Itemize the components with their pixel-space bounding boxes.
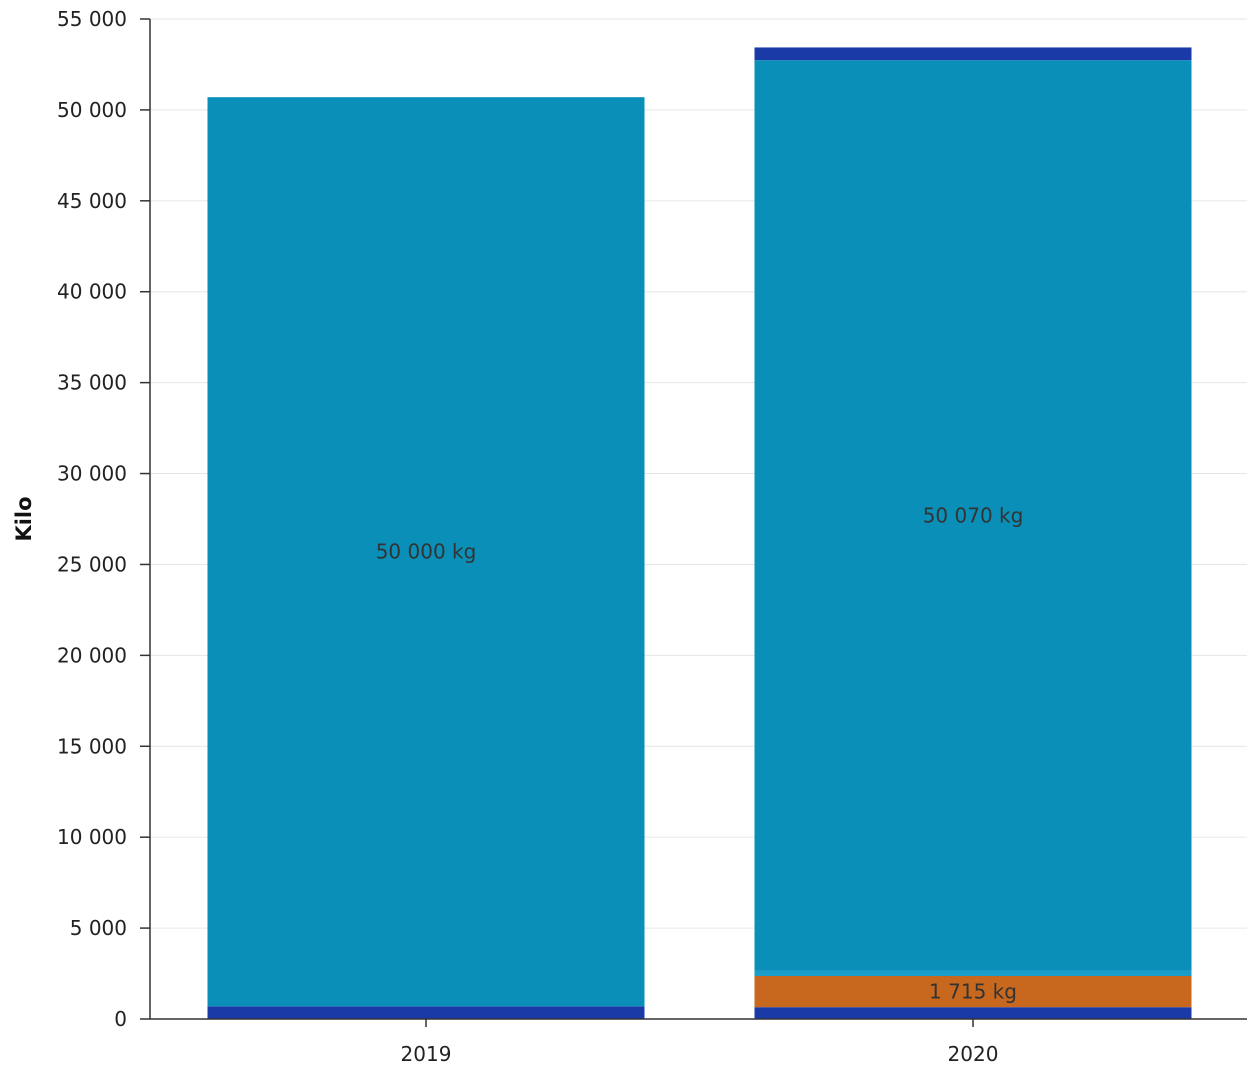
bars: [207, 47, 1192, 1019]
x-axis-ticks: 2019 2020: [401, 1019, 999, 1066]
y-tick-label: 25 000: [57, 552, 127, 576]
bar-segment-2020-0: [754, 1007, 1192, 1019]
y-tick-label: 45 000: [57, 189, 127, 213]
data-label-2019: 50 000 kg: [376, 540, 477, 564]
x-category-label: 2019: [401, 1042, 452, 1066]
y-tick-label: 30 000: [57, 462, 127, 486]
bar-segment-2019-3: [207, 97, 645, 1007]
y-tick-label: 20 000: [57, 643, 127, 667]
x-category-label: 2020: [948, 1042, 999, 1066]
y-tick-label: 40 000: [57, 280, 127, 304]
y-tick-label: 0: [114, 1007, 127, 1031]
data-labels: 50 000 kg 1 715 kg 50 070 kg: [376, 503, 1024, 1003]
bar-segment-2019-0: [207, 1006, 645, 1019]
y-tick-label: 50 000: [57, 98, 127, 122]
bar-segment-2020-2: [754, 970, 1192, 976]
data-label-2020: 50 070 kg: [923, 503, 1024, 527]
y-tick-label: 15 000: [57, 734, 127, 758]
y-tick-label: 5 000: [70, 916, 127, 940]
y-tick-label: 10 000: [57, 825, 127, 849]
y-axis-title: Kilo: [12, 496, 36, 541]
bar-segment-2020-4: [754, 47, 1192, 61]
data-label-2020: 1 715 kg: [929, 980, 1017, 1004]
y-tick-label: 35 000: [57, 371, 127, 395]
y-tick-label: 55 000: [57, 7, 127, 31]
bar-segment-2020-3: [754, 60, 1192, 971]
bar-segment-2020-1: [754, 976, 1192, 1008]
y-axis-ticks: 0 5 000 10 000 15 000 20 000 25 000 30 000 35 0…: [57, 7, 150, 1031]
